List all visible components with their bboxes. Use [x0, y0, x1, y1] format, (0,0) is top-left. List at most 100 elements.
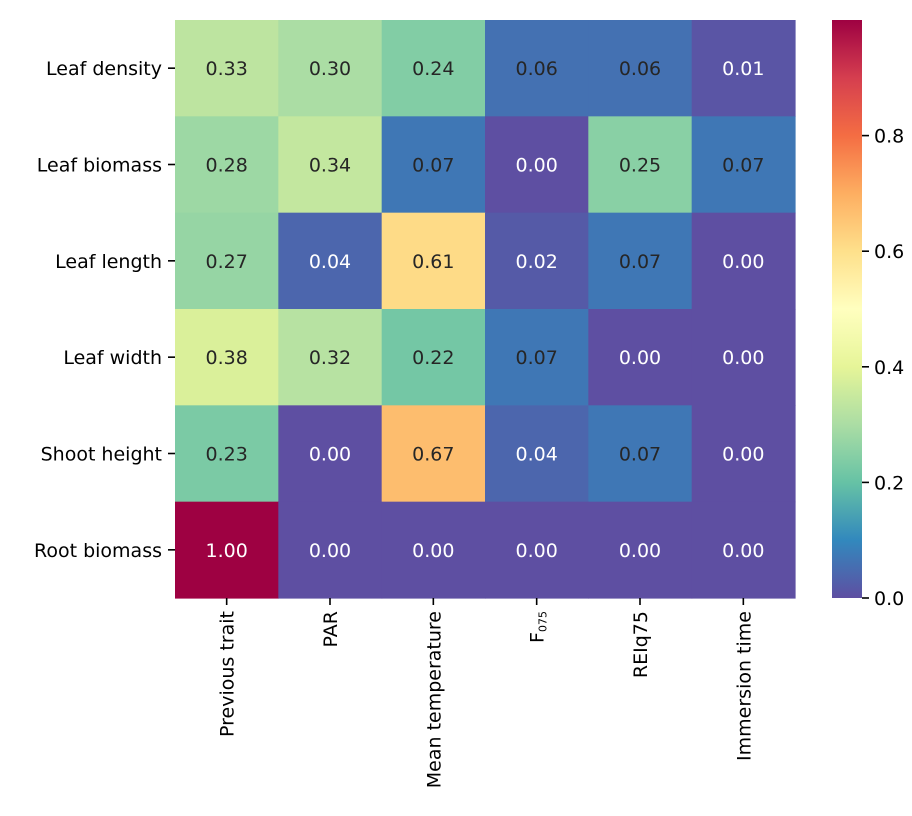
cell-value-label: 0.00	[309, 540, 351, 562]
cell-value-label: 0.04	[516, 444, 558, 466]
cell-value-label: 0.04	[309, 251, 351, 273]
colorbar-tick-label: 0.2	[874, 472, 904, 494]
cell-value-label: 0.00	[722, 251, 764, 273]
row-label-leaf-biomass: Leaf biomass	[37, 155, 162, 177]
heatmap-cell	[175, 212, 279, 310]
cell-value-label: 0.00	[516, 540, 558, 562]
cell-value-label: 0.00	[722, 540, 764, 562]
heatmap-cell	[278, 501, 383, 599]
column-label-immersion-time: Immersion time	[733, 611, 755, 761]
cell-value-label: 0.01	[722, 58, 764, 80]
row-label-shoot-height: Shoot height	[41, 444, 162, 466]
heatmap-cell	[691, 20, 796, 117]
cell-value-label: 0.27	[206, 251, 248, 273]
column-label-text: Previous trait	[217, 611, 239, 737]
heatmap-cell	[588, 212, 693, 310]
cell-value-label: 0.22	[412, 347, 454, 369]
heatmap-cell	[588, 20, 693, 117]
column-label-text: Mean temperature	[423, 611, 445, 788]
heatmap-cell	[485, 116, 589, 214]
heatmap-cell	[588, 309, 693, 406]
cell-value-label: 0.07	[516, 347, 558, 369]
heatmap-cell	[691, 212, 796, 310]
heatmap-cell	[691, 309, 796, 406]
heatmap-cell	[691, 116, 796, 214]
heatmap-cell	[485, 405, 589, 503]
cell-value-label: 0.30	[309, 58, 351, 80]
heatmap-cell	[485, 309, 589, 406]
heatmap-cells: 0.33 0.30 0.24 0.06 0.06 0.01 0.28 0.34 0.07 0.00…	[175, 20, 796, 599]
column-label-par: PAR	[320, 611, 342, 647]
cell-value-label: 0.06	[619, 58, 661, 80]
cell-value-label: 0.00	[619, 540, 661, 562]
heatmap-cell	[278, 20, 383, 117]
column-label-text: REIq75	[630, 611, 652, 678]
column-label-previous-trait: Previous trait	[217, 611, 239, 737]
cell-value-label: 0.67	[412, 444, 454, 466]
cell-value-label: 0.32	[309, 347, 351, 369]
heatmap-cell	[278, 309, 383, 406]
heatmap-cell	[691, 405, 796, 503]
heatmap-cell	[588, 116, 693, 214]
cell-value-label: 0.06	[516, 58, 558, 80]
cell-value-label: 0.38	[206, 347, 248, 369]
heatmap-cell	[175, 309, 279, 406]
heatmap-cell	[175, 20, 279, 117]
row-labels: Leaf density Leaf biomass Leaf length Leaf …	[34, 58, 175, 562]
heatmap-cell	[175, 405, 279, 503]
heatmap-cell	[691, 501, 796, 599]
cell-value-label: 0.24	[412, 58, 454, 80]
cell-value-label: 0.00	[412, 540, 454, 562]
row-label-leaf-length: Leaf length	[55, 251, 162, 273]
heatmap-cell	[588, 405, 693, 503]
cell-value-label: 0.07	[412, 155, 454, 177]
cell-value-label: 0.00	[722, 444, 764, 466]
column-label-reiq75: REIq75	[630, 611, 652, 678]
cell-value-label: 0.34	[309, 155, 351, 177]
cell-value-label: 0.07	[619, 444, 661, 466]
heatmap-cell	[381, 405, 486, 503]
column-label-f075: F075	[527, 611, 550, 643]
row-label-leaf-density: Leaf density	[46, 58, 162, 80]
heatmap-cell	[381, 309, 486, 406]
heatmap-cell	[485, 20, 589, 117]
column-label-text: PAR	[320, 611, 342, 647]
heatmap-cell	[381, 116, 486, 214]
colorbar: 0.0 0.2 0.4 0.6 0.8	[832, 20, 904, 610]
cell-value-label: 0.00	[722, 347, 764, 369]
heatmap-cell	[588, 501, 693, 599]
colorbar-tick-label: 0.0	[874, 588, 904, 610]
cell-value-label: 0.61	[412, 251, 454, 273]
column-label-text: Immersion time	[733, 611, 755, 761]
cell-value-label: 0.00	[516, 155, 558, 177]
cell-value-label: 0.07	[619, 251, 661, 273]
cell-value-label: 0.23	[206, 444, 248, 466]
cell-value-label: 1.00	[206, 540, 248, 562]
heatmap-cell	[278, 212, 383, 310]
heatmap-cell	[485, 212, 589, 310]
column-labels: Previous trait PAR Mean temperature F075 REI…	[217, 598, 755, 788]
cell-value-label: 0.00	[619, 347, 661, 369]
colorbar-gradient	[832, 20, 862, 598]
colorbar-tick-label: 0.6	[874, 241, 904, 263]
heatmap-cell	[175, 501, 279, 599]
cell-value-label: 0.33	[206, 58, 248, 80]
heatmap-cell	[278, 116, 383, 214]
cell-value-label: 0.25	[619, 155, 661, 177]
colorbar-tick-label: 0.4	[874, 357, 904, 379]
column-label-subscript: 075	[537, 611, 550, 632]
cell-value-label: 0.28	[206, 155, 248, 177]
heatmap-cell	[278, 405, 383, 503]
colorbar-tick-label: 0.8	[874, 126, 904, 148]
row-label-root-biomass: Root biomass	[34, 540, 162, 562]
heatmap-cell	[381, 212, 486, 310]
column-label-text: F	[527, 632, 549, 643]
cell-value-label: 0.07	[722, 155, 764, 177]
column-label-mean-temperature: Mean temperature	[423, 611, 445, 788]
heatmap-cell	[175, 116, 279, 214]
heatmap-cell	[381, 20, 486, 117]
heatmap-cell	[381, 501, 486, 599]
cell-value-label: 0.00	[309, 444, 351, 466]
row-label-leaf-width: Leaf width	[63, 347, 162, 369]
